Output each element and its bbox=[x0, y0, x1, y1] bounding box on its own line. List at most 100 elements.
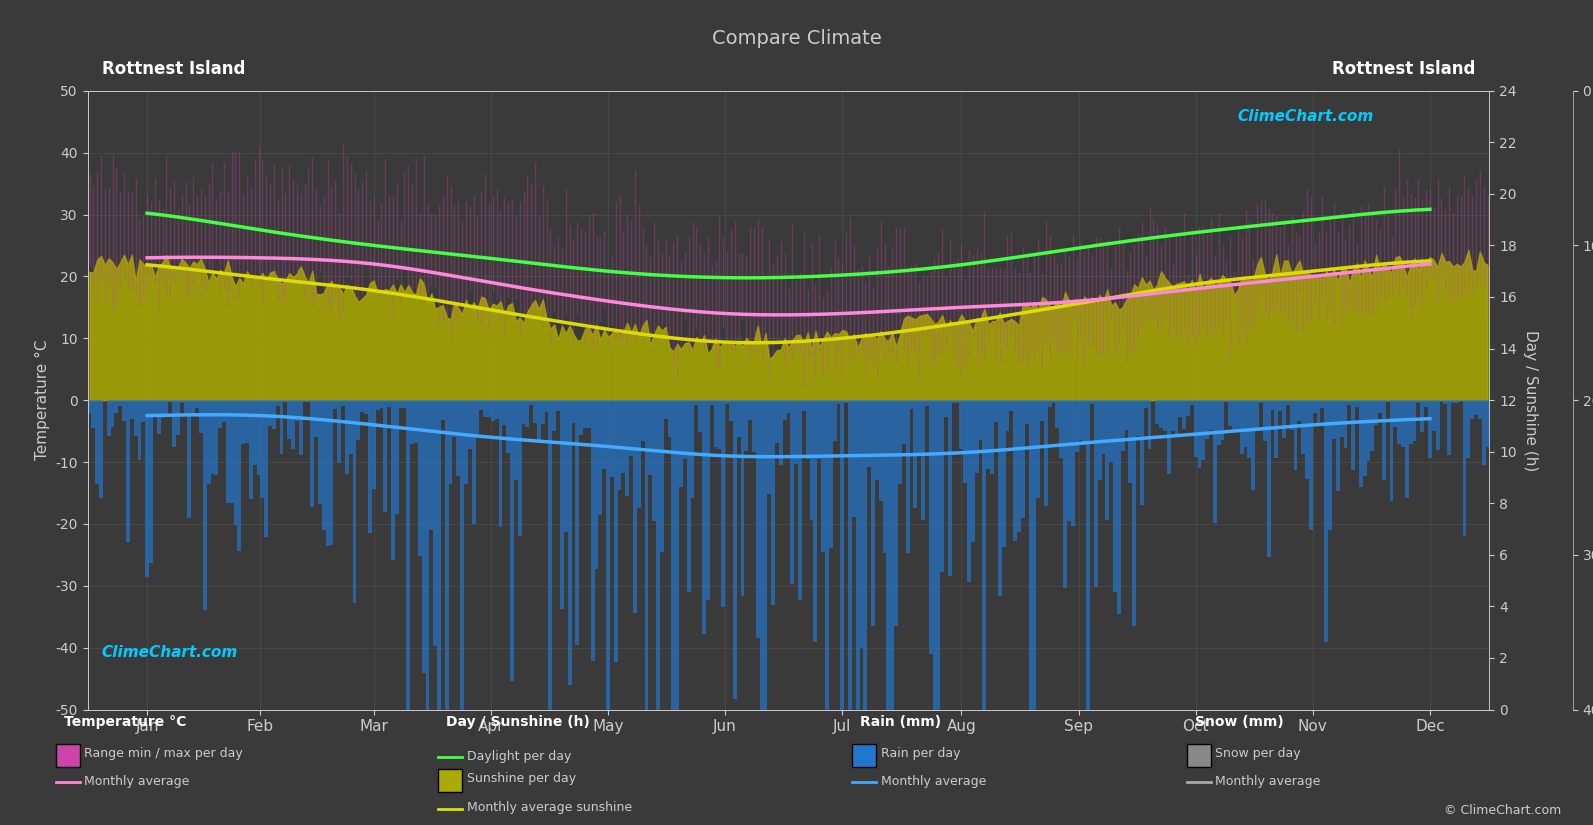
Bar bbox=[894, 400, 898, 626]
Bar bbox=[330, 400, 333, 544]
Bar bbox=[656, 400, 660, 766]
Bar bbox=[736, 400, 741, 436]
Bar bbox=[1443, 400, 1446, 404]
Bar bbox=[572, 400, 575, 423]
Bar bbox=[1144, 400, 1147, 408]
Bar bbox=[932, 400, 937, 825]
Bar bbox=[540, 400, 545, 424]
Bar bbox=[828, 400, 833, 548]
Bar bbox=[1337, 400, 1340, 492]
Bar bbox=[1174, 400, 1179, 437]
Bar bbox=[1389, 400, 1394, 501]
Bar bbox=[1386, 400, 1389, 402]
Bar bbox=[820, 400, 825, 552]
Bar bbox=[449, 400, 452, 484]
Bar bbox=[1098, 400, 1101, 480]
Bar bbox=[1274, 400, 1278, 458]
Bar bbox=[1032, 400, 1037, 742]
Bar bbox=[1179, 400, 1182, 417]
Bar bbox=[1309, 400, 1313, 530]
Bar bbox=[833, 400, 836, 441]
Bar bbox=[722, 400, 725, 607]
Bar bbox=[264, 400, 268, 537]
Bar bbox=[368, 400, 371, 533]
Bar bbox=[110, 400, 115, 427]
Bar bbox=[161, 400, 164, 417]
Bar bbox=[1370, 400, 1375, 450]
Bar bbox=[529, 400, 534, 405]
Bar bbox=[586, 400, 591, 428]
Bar bbox=[433, 400, 436, 645]
Bar bbox=[1166, 400, 1171, 474]
Bar bbox=[472, 400, 476, 525]
Bar bbox=[602, 400, 605, 469]
Bar bbox=[287, 400, 292, 439]
Bar bbox=[1005, 400, 1010, 431]
Bar bbox=[495, 400, 499, 418]
Bar bbox=[1321, 400, 1324, 408]
Bar bbox=[115, 400, 118, 412]
Bar bbox=[1454, 400, 1459, 403]
Bar bbox=[1101, 400, 1106, 454]
Bar bbox=[1486, 400, 1489, 447]
Bar bbox=[341, 400, 346, 406]
Bar bbox=[1294, 400, 1297, 470]
Bar bbox=[272, 400, 276, 429]
Bar bbox=[1024, 400, 1029, 424]
Bar bbox=[460, 400, 464, 825]
Bar bbox=[180, 400, 183, 403]
Bar bbox=[875, 400, 879, 479]
Bar bbox=[207, 400, 210, 483]
Bar bbox=[779, 400, 782, 464]
Bar bbox=[1446, 400, 1451, 455]
Bar bbox=[757, 400, 760, 638]
Bar bbox=[847, 400, 852, 721]
Bar bbox=[1037, 400, 1040, 497]
Bar bbox=[1481, 400, 1486, 464]
Text: Monthly average: Monthly average bbox=[1215, 775, 1321, 788]
Bar bbox=[867, 400, 871, 467]
Bar bbox=[730, 400, 733, 421]
Bar bbox=[1402, 400, 1405, 447]
Bar bbox=[464, 400, 468, 484]
Bar bbox=[479, 400, 483, 410]
Bar bbox=[1416, 400, 1421, 403]
Bar bbox=[499, 400, 502, 527]
Bar bbox=[553, 400, 556, 431]
Bar bbox=[303, 400, 306, 402]
Bar bbox=[483, 400, 487, 417]
Bar bbox=[1362, 400, 1367, 475]
Bar bbox=[1193, 400, 1198, 457]
Bar bbox=[256, 400, 260, 475]
Bar bbox=[1117, 400, 1121, 615]
Bar bbox=[534, 400, 537, 423]
Bar bbox=[1059, 400, 1063, 458]
Bar bbox=[752, 400, 757, 452]
Bar bbox=[1247, 400, 1252, 458]
Bar bbox=[314, 400, 319, 437]
Bar bbox=[1225, 400, 1228, 402]
Bar bbox=[91, 400, 96, 427]
Bar bbox=[695, 400, 698, 405]
Bar bbox=[1040, 400, 1043, 421]
Bar bbox=[1201, 400, 1206, 460]
Text: Daylight per day: Daylight per day bbox=[467, 750, 572, 763]
Bar bbox=[1258, 400, 1263, 403]
Bar bbox=[809, 400, 814, 520]
Bar bbox=[237, 400, 241, 551]
Bar bbox=[1125, 400, 1128, 430]
Bar bbox=[1290, 400, 1294, 430]
Bar bbox=[771, 400, 776, 605]
Bar bbox=[444, 400, 449, 724]
Bar bbox=[1209, 400, 1212, 430]
Bar bbox=[1147, 400, 1152, 449]
Bar bbox=[1408, 400, 1413, 444]
Bar bbox=[902, 400, 906, 445]
Bar bbox=[406, 400, 411, 800]
Bar bbox=[226, 400, 229, 502]
Bar bbox=[352, 400, 357, 603]
Bar bbox=[357, 400, 360, 441]
Text: Temperature °C: Temperature °C bbox=[64, 715, 186, 729]
Bar bbox=[610, 400, 613, 477]
Bar bbox=[1301, 400, 1305, 455]
